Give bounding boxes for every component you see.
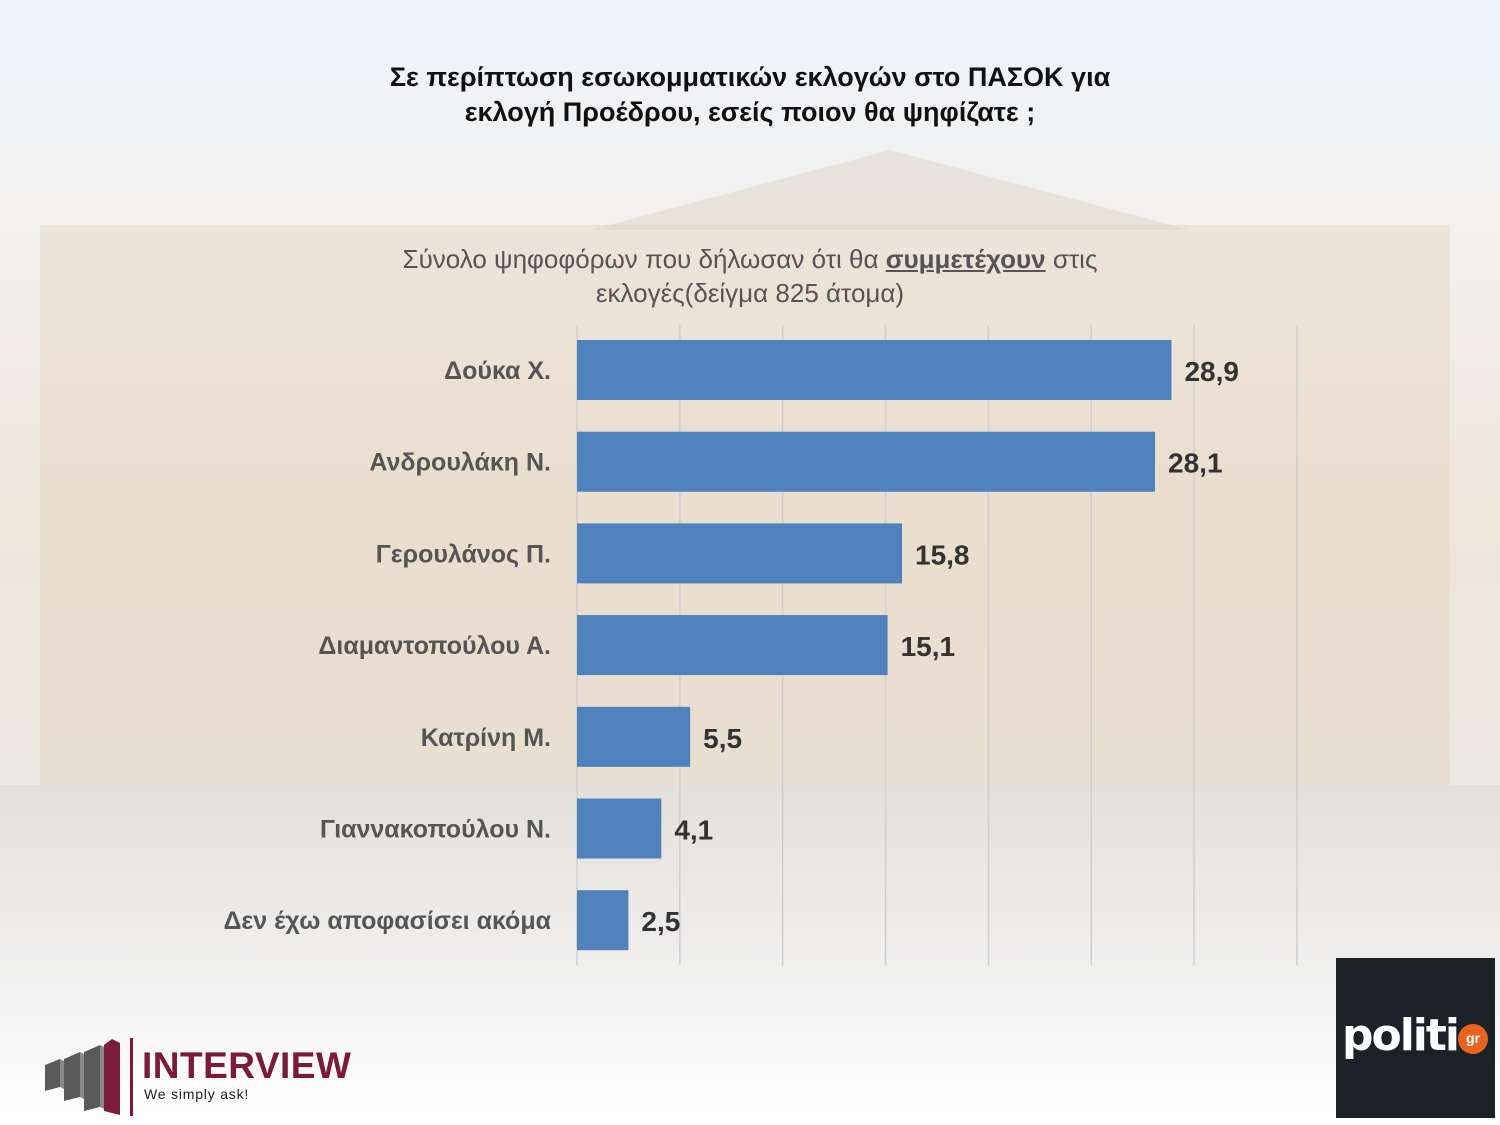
value-label: 28,1 xyxy=(1168,448,1223,479)
value-label: 15,1 xyxy=(901,631,956,662)
subtitle-text-before: Σύνολο ψηφοφόρων που δήλωσαν ότι θα xyxy=(402,244,886,274)
title-line-2: εκλογή Προέδρου, εσείς ποιον θα ψηφίζατε… xyxy=(464,97,1036,127)
category-label: Ανδρουλάκη Ν. xyxy=(369,449,551,477)
category-label: Γιαννακοπούλου Ν. xyxy=(320,816,551,844)
interview-logo: INTERVIEW We simply ask! xyxy=(40,1035,380,1120)
title-line-1: Σε περίπτωση εσωκομματικών εκλογών στο Π… xyxy=(389,62,1111,92)
interview-tagline: We simply ask! xyxy=(144,1086,250,1102)
subtitle-line-1: Σύνολο ψηφοφόρων που δήλωσαν ότι θα συμμ… xyxy=(330,242,1170,276)
value-label: 2,5 xyxy=(641,906,680,937)
bar xyxy=(577,890,629,951)
bar xyxy=(577,431,1156,492)
bar xyxy=(577,706,691,767)
value-label: 4,1 xyxy=(674,815,713,846)
subtitle-line-2: εκλογές(δείγμα 825 άτομα) xyxy=(595,278,905,308)
politic-gr-badge: gr xyxy=(1458,1024,1488,1054)
category-label: Γερουλάνος Π. xyxy=(376,540,551,568)
bar xyxy=(577,340,1172,400)
category-label: Δεν έχω αποφασίσει ακόμα xyxy=(223,907,551,935)
bar xyxy=(577,798,662,859)
politic-logo: politic gr xyxy=(1336,958,1495,1118)
chart-title: Σε περίπτωση εσωκομματικών εκλογών στο Π… xyxy=(300,60,1200,130)
bar xyxy=(577,615,888,676)
category-label: Κατρίνη Μ. xyxy=(421,724,551,752)
value-label: 5,5 xyxy=(703,723,742,754)
value-label: 15,8 xyxy=(915,539,970,570)
subtitle-emphasis: συμμετέχουν xyxy=(885,244,1046,274)
bar xyxy=(577,523,903,584)
interview-bars-icon xyxy=(45,1039,120,1115)
interview-name: INTERVIEW xyxy=(142,1045,352,1086)
subtitle-text-after: στις xyxy=(1045,244,1098,274)
category-label: Δούκα Χ. xyxy=(444,357,551,385)
chart-subtitle: Σύνολο ψηφοφόρων που δήλωσαν ότι θα συμμ… xyxy=(330,242,1170,310)
category-label: Διαμαντοπούλου Α. xyxy=(318,632,551,660)
value-label: 28,9 xyxy=(1184,356,1239,387)
